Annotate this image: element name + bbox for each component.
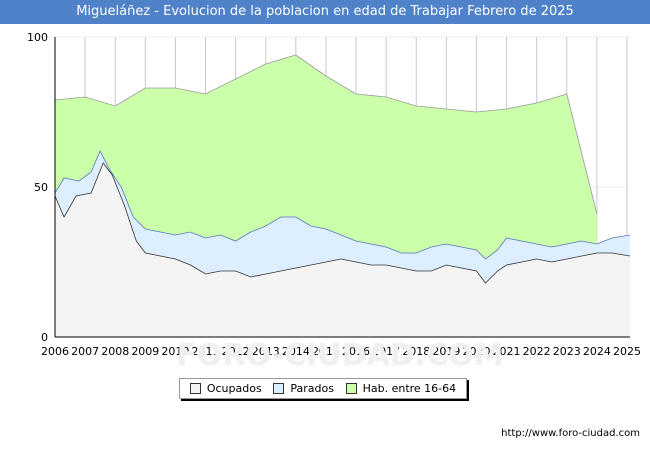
x-tick-label: 2021 xyxy=(493,345,521,358)
legend-label-parados: Parados xyxy=(290,382,334,395)
x-tick-label: 2022 xyxy=(523,345,551,358)
series-layer xyxy=(54,54,631,337)
x-tick-label: 2019 xyxy=(432,345,460,358)
chart-title: Migueláñez - Evolucion de la poblacion e… xyxy=(0,0,650,24)
x-tick-label: 2011 xyxy=(192,345,220,358)
legend-parados: Parados xyxy=(273,382,334,395)
legend-ocupados: Ocupados xyxy=(189,382,262,395)
swatch-parados xyxy=(273,383,285,394)
series-line-hab-entre-16-64 xyxy=(54,54,598,215)
y-tick-label: 100 xyxy=(27,31,48,44)
x-tick-label: 2014 xyxy=(282,345,310,358)
x-tick-label: 2008 xyxy=(101,345,129,358)
x-tick-label: 2016 xyxy=(342,345,370,358)
legend-hab: Hab. entre 16-64 xyxy=(345,382,457,395)
x-tick-label: 2018 xyxy=(402,345,430,358)
y-tick-label: 50 xyxy=(34,181,48,194)
x-tick-label: 2020 xyxy=(462,345,490,358)
legend-label-ocupados: Ocupados xyxy=(206,382,262,395)
x-tick-label: 2010 xyxy=(161,345,189,358)
x-tick-label: 2007 xyxy=(71,345,99,358)
x-tick-label: 2013 xyxy=(252,345,280,358)
legend: Ocupados Parados Hab. entre 16-64 xyxy=(179,378,467,399)
source-link[interactable]: http://www.foro-ciudad.com xyxy=(501,428,640,439)
legend-label-hab: Hab. entre 16-64 xyxy=(362,382,457,395)
y-tick-label: 0 xyxy=(41,331,48,344)
x-tick-label: 2006 xyxy=(41,345,69,358)
series-area-ocupados xyxy=(55,163,630,337)
series-line-parados xyxy=(54,150,631,260)
x-tick-label: 2023 xyxy=(553,345,581,358)
x-tick-label: 2009 xyxy=(131,345,159,358)
x-tick-label: 2017 xyxy=(372,345,400,358)
x-tick-label: 2024 xyxy=(583,345,611,358)
series-line-ocupados xyxy=(54,162,631,284)
x-tick-label: 2012 xyxy=(222,345,250,358)
swatch-hab xyxy=(345,383,357,394)
watermark: FORO-CIUDAD.COM xyxy=(177,338,504,373)
x-tick-label: 2025 xyxy=(613,345,641,358)
swatch-ocupados xyxy=(189,383,201,394)
axes: 2006 2007 2008 2009 2010 2011 2012 2013 2014 2015… xyxy=(27,31,641,358)
x-tick-label: 2015 xyxy=(312,345,340,358)
